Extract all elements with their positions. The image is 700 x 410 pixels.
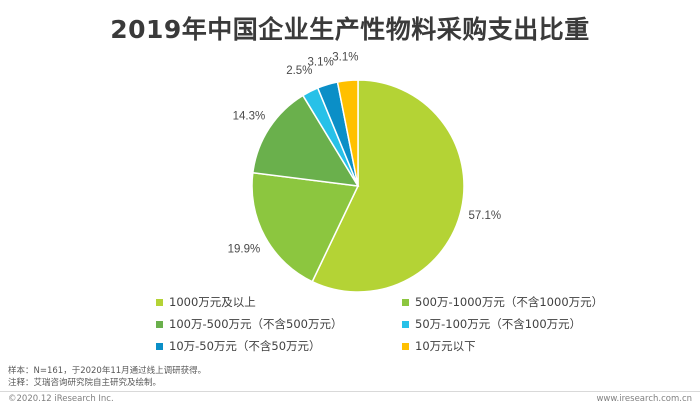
- chart-notes: 样本：N=161，于2020年11月通过线上调研获得。 注释：艾瑞咨询研究院自主…: [8, 366, 206, 389]
- legend-label: 50万-100万元（不含100万元）: [415, 317, 582, 331]
- pie-chart: 57.1%19.9%14.3%2.5%3.1%3.1%: [228, 52, 501, 293]
- legend-item-50-100: 50万-100万元（不含100万元）: [402, 316, 581, 332]
- legend-item-1000-plus: 1000万元及以上: [156, 294, 256, 310]
- pie-slice-1000-plus: [311, 79, 465, 293]
- legend-item-10-50: 10万-50万元（不含50万元）: [156, 338, 321, 354]
- legend-label: 1000万元及以上: [169, 295, 256, 309]
- legend-swatch: [402, 342, 409, 350]
- pie-slice-under-10: [336, 79, 359, 187]
- sample-note: 样本：N=161，于2020年11月通过线上调研获得。: [8, 366, 207, 376]
- website-link[interactable]: www.iresearch.com.cn: [596, 394, 692, 404]
- slice-value-label: 57.1%: [468, 210, 501, 222]
- legend-item-under-10: 10万元以下: [402, 338, 476, 354]
- slice-value-label: 3.1%: [307, 57, 333, 69]
- slice-value-label: 3.1%: [332, 52, 358, 64]
- legend-swatch: [402, 298, 409, 306]
- legend-swatch: [156, 298, 163, 306]
- legend-label: 500万-1000万元（不含1000万元）: [415, 295, 604, 309]
- legend-label: 100万-500万元（不含500万元）: [169, 317, 343, 331]
- slice-value-label: 14.3%: [233, 110, 266, 122]
- pie-slice-100-500: [252, 94, 360, 187]
- slice-value-label: 19.9%: [228, 243, 261, 255]
- copyright-text: ©2020.12 iResearch Inc.: [8, 394, 114, 404]
- footer-divider: [0, 391, 700, 392]
- legend-label: 10万-50万元（不含50万元）: [169, 339, 321, 353]
- legend-swatch: [402, 320, 409, 328]
- legend-item-100-500: 100万-500万元（不含500万元）: [156, 316, 343, 332]
- slice-value-label: 2.5%: [286, 65, 312, 77]
- legend-swatch: [156, 342, 163, 350]
- legend-item-500-1000: 500万-1000万元（不含1000万元）: [402, 294, 603, 310]
- legend-swatch: [156, 320, 163, 328]
- source-note: 注释：艾瑞咨询研究院自主研究及绘制。: [8, 377, 162, 388]
- legend-label: 10万元以下: [415, 339, 476, 353]
- chart-title: 2019年中国企业生产性物料采购支出比重: [110, 15, 590, 44]
- pie-slice-500-1000: [251, 171, 360, 283]
